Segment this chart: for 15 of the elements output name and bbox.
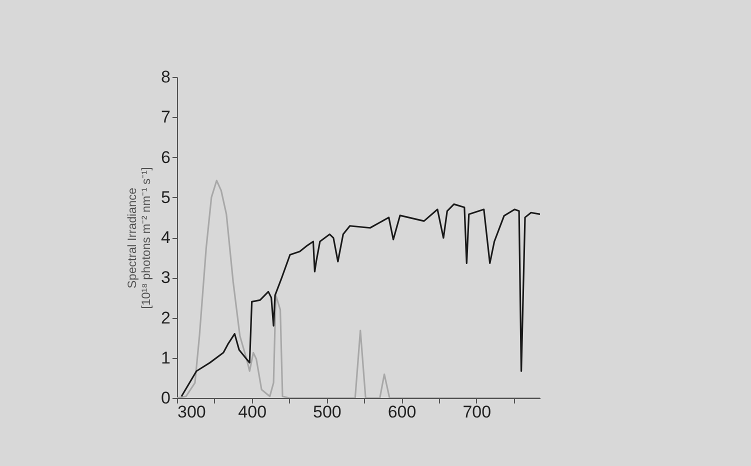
y-tick-label: 7: [161, 108, 170, 127]
y-tick-label: 3: [161, 268, 170, 288]
x-tick-label: 700: [462, 402, 492, 422]
y-tick-label: 4: [161, 228, 170, 247]
x-tick-label: 600: [388, 402, 416, 422]
x-tick-label: 400: [238, 402, 267, 422]
y-tick-label: 5: [161, 188, 170, 207]
y-axis-title: Spectral Irradiance [10¹⁸ photons m⁻² nm⁻¹ s⁻¹]: [125, 167, 154, 309]
x-tick-label: 300: [178, 402, 206, 422]
y-tick-label: 1: [161, 348, 170, 368]
y-tick-label: 0: [161, 388, 170, 408]
y-tick-label: 6: [161, 148, 170, 167]
y-tick-label: 2: [161, 308, 170, 328]
x-tick-label: 500: [313, 402, 342, 422]
y-tick-label: 8: [161, 68, 170, 86]
